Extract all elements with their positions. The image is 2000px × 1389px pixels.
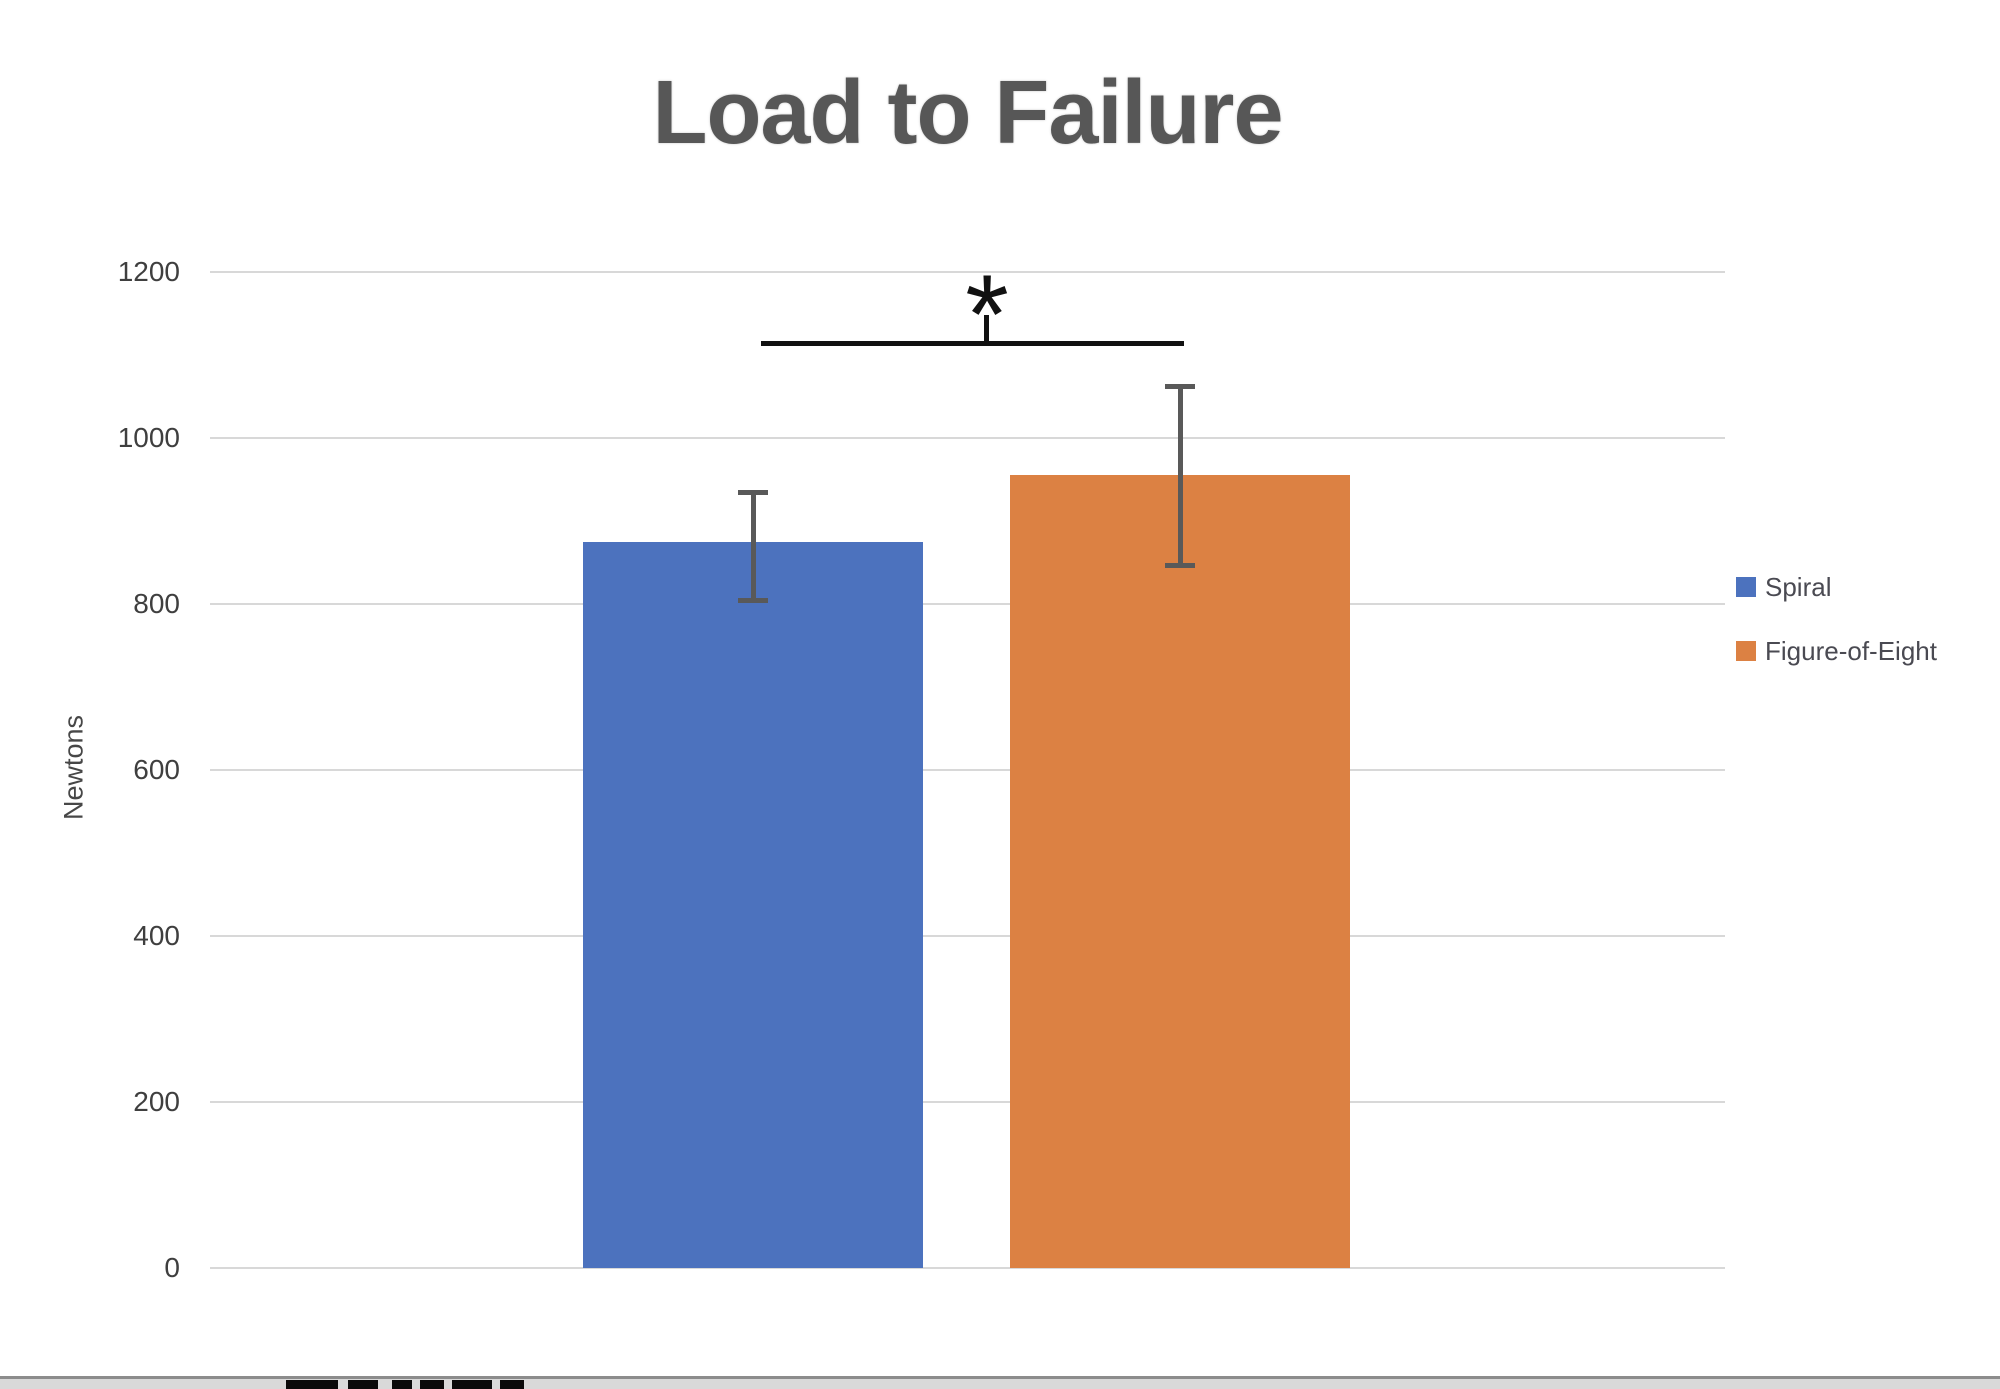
gridline-1200 — [210, 271, 1725, 273]
error-bar-cap-bottom-figure-of-eight — [1165, 562, 1195, 568]
clipped-glyph-top — [452, 1380, 492, 1389]
clipped-glyph-top — [286, 1380, 338, 1389]
gridline-600 — [210, 769, 1725, 771]
gridline-0 — [210, 1267, 1725, 1269]
y-tick-label-400: 400 — [133, 920, 180, 951]
clipped-glyph-top — [500, 1380, 524, 1389]
error-bar-cap-top-figure-of-eight — [1165, 383, 1195, 389]
legend-label-figure-of-eight: Figure-of-Eight — [1765, 636, 1937, 666]
gridline-1000 — [210, 437, 1725, 439]
clipped-glyph-top — [392, 1380, 412, 1389]
clipped-glyph-top — [420, 1380, 444, 1389]
legend-item-spiral: Spiral — [1736, 574, 1831, 600]
legend-swatch-figure-of-eight — [1736, 641, 1756, 661]
significance-bracket-tick — [984, 315, 989, 346]
gridline-200 — [210, 1101, 1725, 1103]
y-tick-label-1000: 1000 — [117, 422, 180, 453]
y-tick-label-1200: 1200 — [117, 256, 180, 287]
gridline-800 — [210, 603, 1725, 605]
bottom-divider-rule — [0, 1376, 2000, 1379]
legend-item-figure-of-eight: Figure-of-Eight — [1736, 638, 1937, 664]
y-tick-label-200: 200 — [133, 1086, 180, 1117]
error-bar-cap-bottom-spiral — [738, 597, 768, 603]
bar-figure-of-eight — [1010, 475, 1350, 1268]
bottom-clipped-band — [0, 1379, 2000, 1389]
clipped-glyph-top — [348, 1380, 378, 1389]
error-bar-cap-top-spiral — [738, 489, 768, 495]
y-tick-label-600: 600 — [133, 754, 180, 785]
error-bar-spiral — [751, 491, 756, 600]
y-axis-title: Newtons — [58, 714, 89, 821]
error-bar-figure-of-eight — [1178, 385, 1183, 565]
chart-title: Load to Failure — [652, 63, 1283, 163]
significance-bracket-line — [761, 341, 1184, 346]
y-tick-label-800: 800 — [133, 588, 180, 619]
y-tick-label-0: 0 — [164, 1252, 180, 1283]
bar-spiral — [583, 541, 923, 1268]
legend-label-spiral: Spiral — [1765, 572, 1832, 602]
gridline-400 — [210, 935, 1725, 937]
legend-swatch-spiral — [1736, 577, 1756, 597]
